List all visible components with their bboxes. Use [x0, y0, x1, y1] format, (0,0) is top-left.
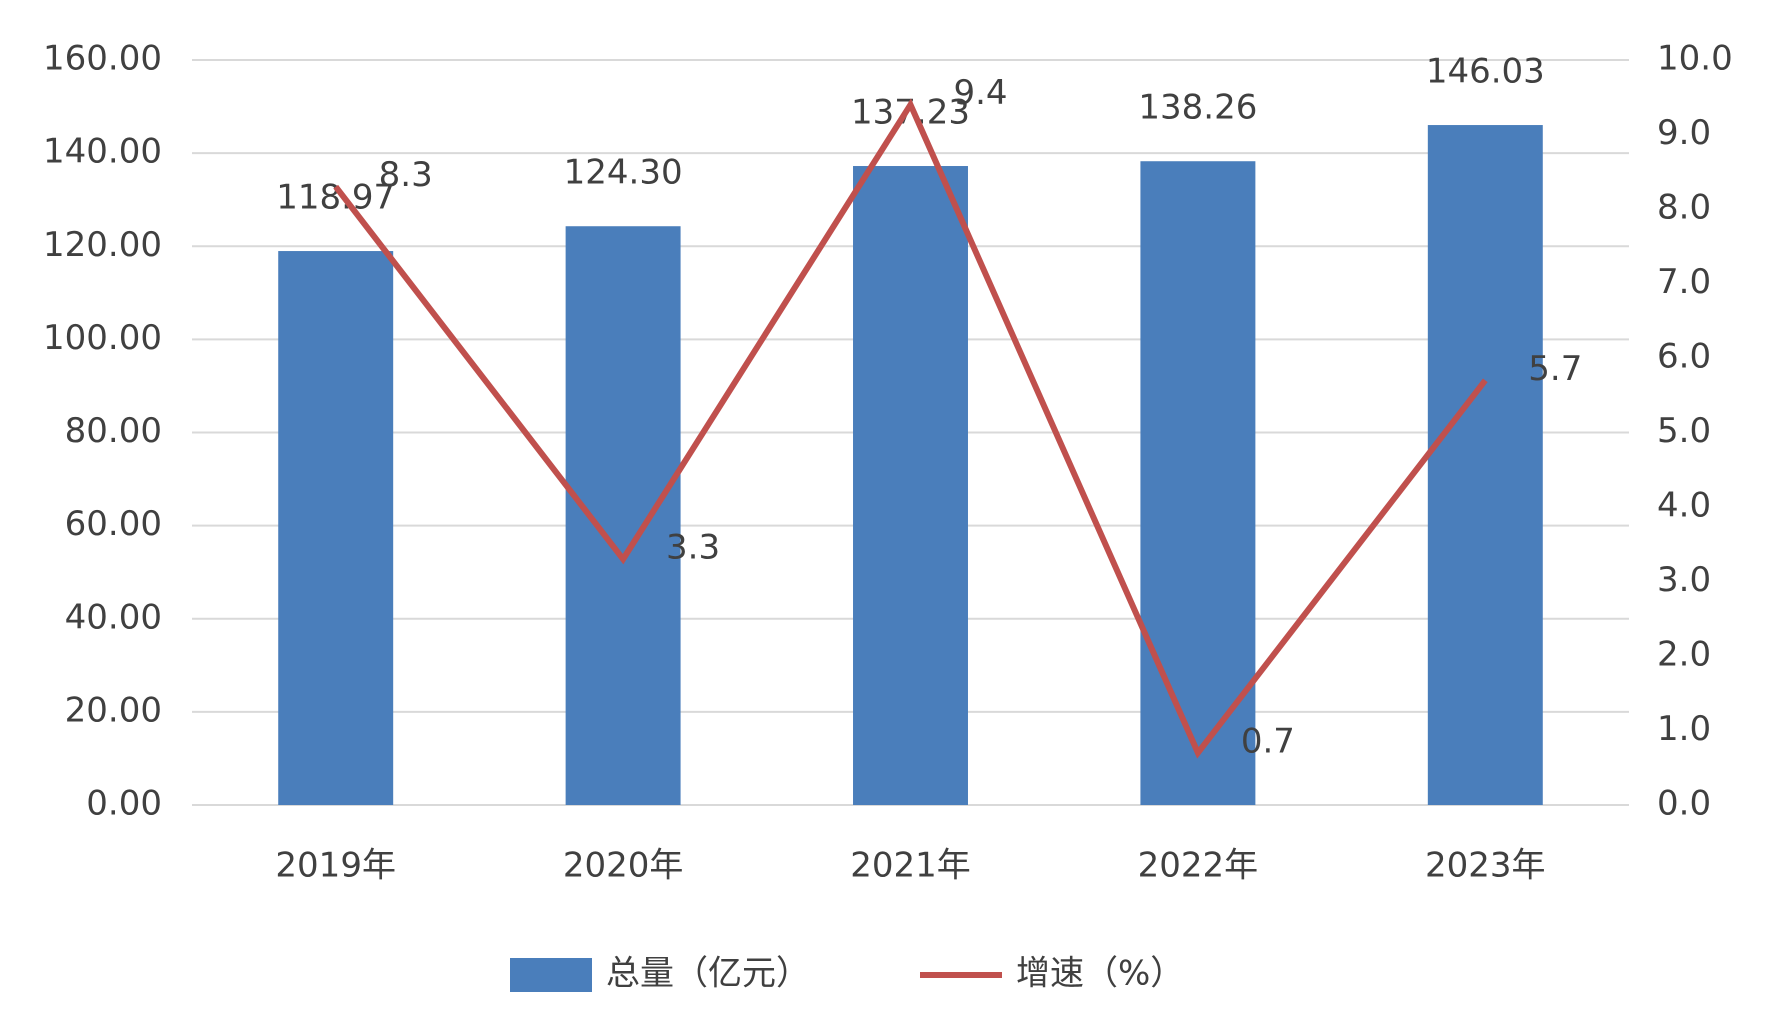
y-tick-label: 160.00 [43, 39, 162, 79]
bar [565, 226, 681, 805]
x-tick-label: 2022年 [1138, 846, 1259, 886]
y2-tick-label: 6.0 [1657, 337, 1711, 377]
line-value-label: 5.7 [1528, 349, 1582, 389]
bar-value-label: 137.23 [851, 93, 970, 133]
legend-label: 增速（%） [1016, 954, 1184, 994]
bar-value-label: 146.03 [1426, 52, 1545, 92]
y2-tick-label: 8.0 [1657, 188, 1711, 228]
y2-tick-label: 3.0 [1657, 560, 1711, 600]
line-value-label: 9.4 [953, 73, 1007, 113]
y-tick-label: 80.00 [65, 411, 162, 451]
y2-tick-label: 0.0 [1657, 784, 1711, 824]
bar [278, 251, 394, 805]
bar [1140, 161, 1256, 805]
y2-tick-label: 9.0 [1657, 113, 1711, 153]
legend-swatch [510, 958, 592, 992]
y-tick-label: 120.00 [43, 225, 162, 265]
bar [1427, 125, 1543, 806]
x-tick-label: 2020年 [563, 846, 684, 886]
line-series [333, 98, 1488, 759]
y2-tick-label: 4.0 [1657, 486, 1711, 526]
bar-value-label: 124.30 [564, 153, 683, 193]
y-tick-label: 60.00 [65, 504, 162, 544]
y2-tick-label: 1.0 [1657, 709, 1711, 749]
bar [853, 166, 968, 805]
y2-tick-label: 7.0 [1657, 262, 1711, 302]
y2-tick-label: 5.0 [1657, 411, 1711, 451]
y-tick-label: 0.00 [86, 784, 162, 824]
x-tick-label: 2023年 [1425, 846, 1546, 886]
y-tick-label: 20.00 [65, 690, 162, 730]
bar-value-label: 138.26 [1138, 88, 1257, 128]
bar-value-label: 118.97 [276, 178, 395, 218]
y-tick-label: 40.00 [65, 597, 162, 637]
line-value-label: 3.3 [666, 528, 720, 568]
x-tick-label: 2019年 [275, 846, 396, 886]
legend-label: 总量（亿元） [606, 954, 810, 994]
y2-tick-label: 2.0 [1657, 635, 1711, 675]
line-value-label: 8.3 [379, 155, 433, 195]
y-tick-label: 140.00 [43, 132, 162, 172]
x-tick-label: 2021年 [850, 846, 971, 886]
y-tick-label: 100.00 [43, 318, 162, 358]
line-value-label: 0.7 [1241, 721, 1295, 761]
y2-tick-label: 10.0 [1657, 39, 1733, 79]
